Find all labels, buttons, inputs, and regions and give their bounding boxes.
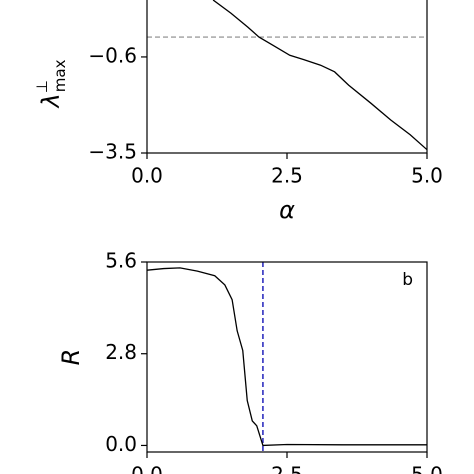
y-tick-label: 0.0 [105,432,137,456]
plot-frame [146,261,428,453]
y-tick-label: −0.6 [88,43,137,67]
x-tick-label: 2.5 [271,164,303,188]
y-label-base: λ [37,93,65,109]
x-axis-label: α [279,196,295,224]
x-tick-label: 2.5 [271,463,303,474]
y-axis-label: λ⊥max [33,59,69,109]
data-line [146,267,427,447]
y-tick-label: −3.5 [88,140,137,164]
y-axis-label: R [57,349,85,366]
x-tick-label: 0.0 [131,164,163,188]
y-tick-label: 5.6 [105,249,137,273]
panel-label: b [402,270,413,290]
plot-frame [146,0,428,154]
data-line [212,0,428,151]
y-tick-label: 2.8 [105,340,137,364]
y-label-sup: ⊥ [33,80,51,93]
x-tick-label: 5.0 [411,164,443,188]
x-tick-label: 0.0 [131,463,163,474]
x-tick-label: 5.0 [411,463,443,474]
y-label-sub: max [51,59,69,92]
